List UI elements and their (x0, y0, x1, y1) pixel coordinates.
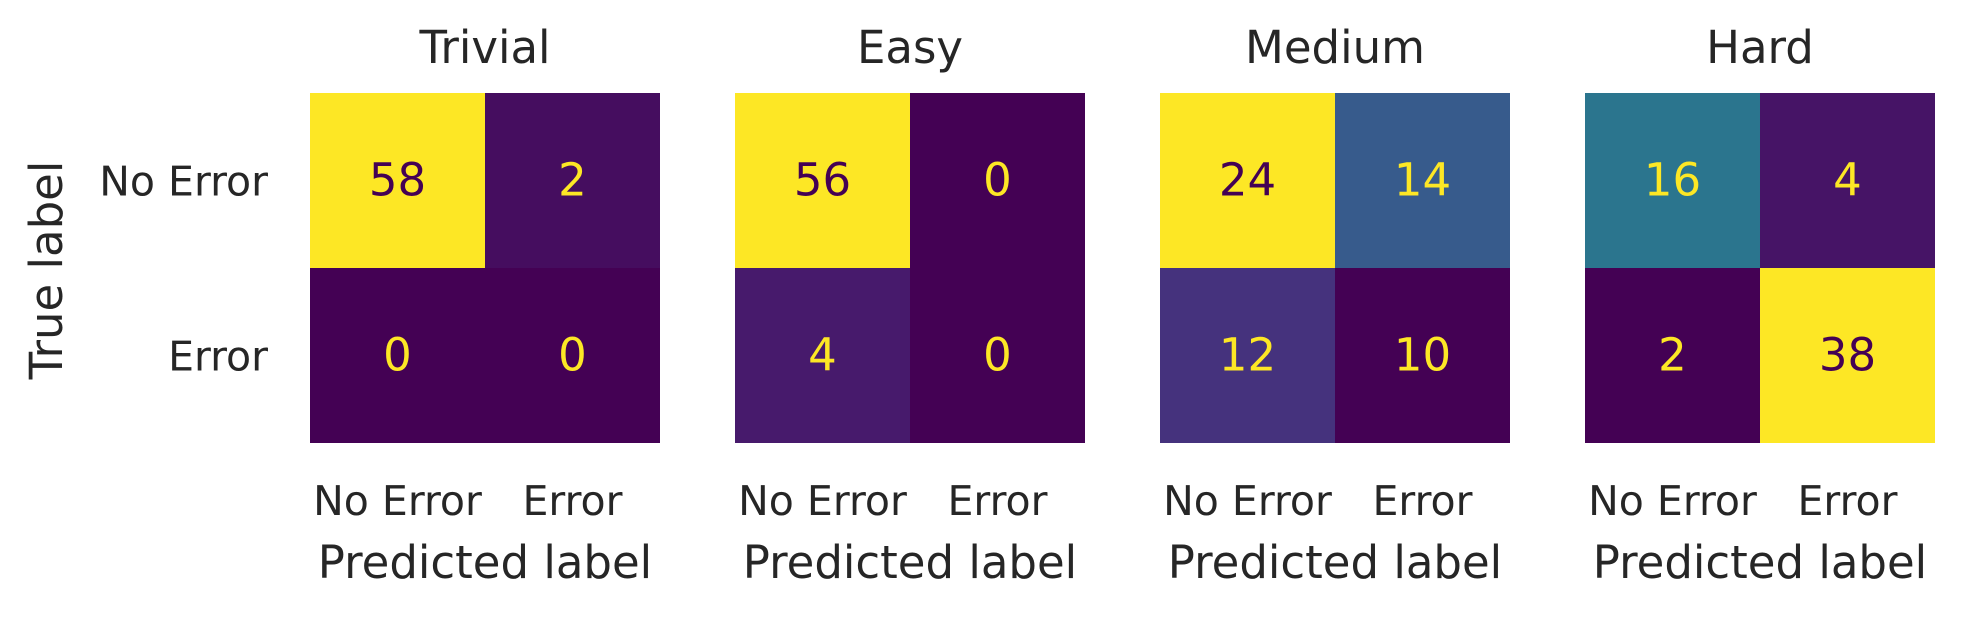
cell-value-label: 0 (383, 329, 412, 382)
x-axis-label: Predicted label (743, 536, 1077, 589)
matrix-cell (1760, 268, 1935, 443)
panel-title: Hard (1706, 21, 1814, 74)
matrix-cell (1335, 93, 1510, 268)
panels-group: Trivial 58 2 0 0 No Error Error Predicted label… (99, 21, 1935, 589)
x-tick-label: Error (1798, 477, 1898, 525)
x-tick-label: Error (1373, 477, 1473, 525)
x-tick-label: Error (948, 477, 1048, 525)
cell-value-label: 4 (1833, 154, 1862, 207)
x-axis-label: Predicted label (1168, 536, 1502, 589)
cell-value-label: 2 (1658, 329, 1687, 382)
panel-title: Trivial (418, 21, 550, 74)
matrix-cell (1585, 93, 1760, 268)
cell-value-label: 14 (1394, 154, 1451, 207)
matrix-cell (1760, 93, 1935, 268)
cell-value-label: 0 (983, 329, 1012, 382)
x-axis-label: Predicted label (1593, 536, 1927, 589)
cell-value-label: 16 (1644, 154, 1701, 207)
matrix-cell (1160, 268, 1335, 443)
matrix-cell (310, 93, 485, 268)
x-tick-label: No Error (738, 477, 907, 525)
cell-value-label: 38 (1819, 329, 1876, 382)
x-tick-label: No Error (1163, 477, 1332, 525)
x-tick-label: Error (523, 477, 623, 525)
matrix-cell (910, 268, 1085, 443)
cell-value-label: 4 (808, 329, 837, 382)
x-axis-label: Predicted label (318, 536, 652, 589)
x-tick-label: No Error (1588, 477, 1757, 525)
y-tick-label: Error (168, 333, 268, 381)
cell-value-label: 24 (1219, 154, 1276, 207)
cell-value-label: 12 (1219, 329, 1276, 382)
cell-value-label: 56 (794, 154, 851, 207)
matrix-cell (485, 268, 660, 443)
x-tick-label: No Error (313, 477, 482, 525)
cell-value-label: 58 (369, 154, 426, 207)
matrix-cell (910, 93, 1085, 268)
matrix-cell (1160, 93, 1335, 268)
matrix-cell (735, 268, 910, 443)
cell-value-label: 10 (1394, 329, 1451, 382)
matrix-cell (310, 268, 485, 443)
matrix-cell (735, 93, 910, 268)
matrix-cell (1585, 268, 1760, 443)
cell-value-label: 0 (558, 329, 587, 382)
matrix-cell (485, 93, 660, 268)
cell-value-label: 0 (983, 154, 1012, 207)
y-tick-label: No Error (99, 158, 268, 206)
cell-value-label: 2 (558, 154, 587, 207)
y-axis-label: True label (20, 161, 73, 381)
panel-title: Easy (857, 21, 963, 74)
panel-title: Medium (1245, 21, 1425, 74)
matrix-cell (1335, 268, 1510, 443)
